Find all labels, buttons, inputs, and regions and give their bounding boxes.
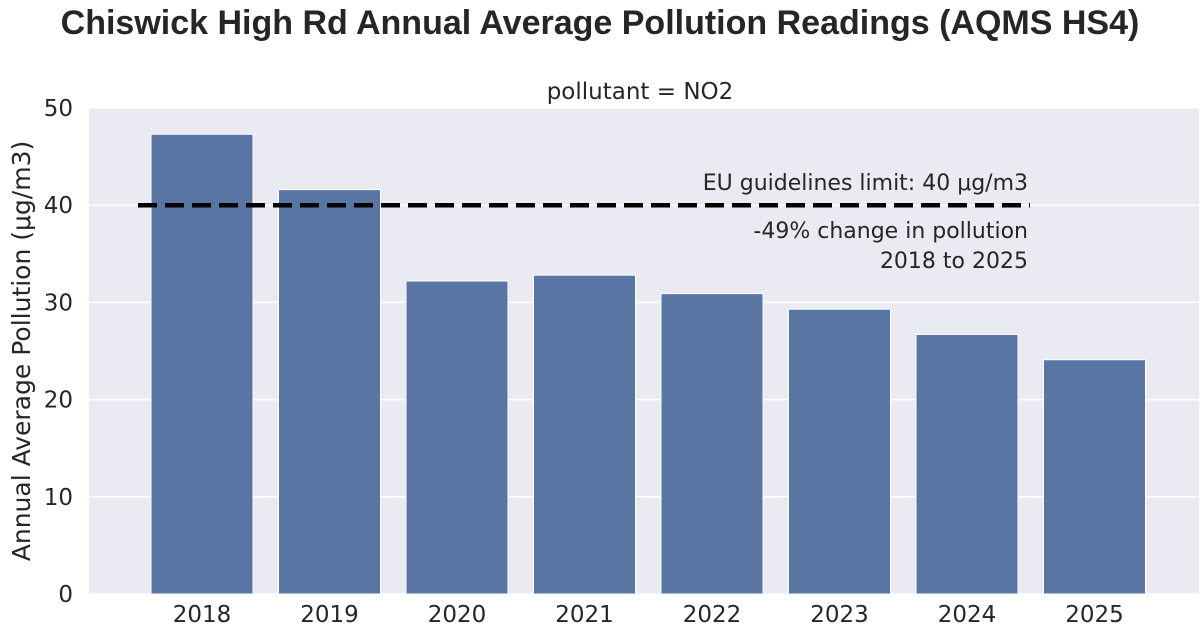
y-tick-label: 30 bbox=[44, 290, 73, 316]
x-tick-label: 2021 bbox=[555, 602, 614, 628]
x-tick-label: 2020 bbox=[428, 602, 487, 628]
x-tick-label: 2018 bbox=[173, 602, 232, 628]
bar-2022 bbox=[660, 293, 764, 595]
y-tick-label: 40 bbox=[44, 193, 73, 219]
x-tick-label: 2022 bbox=[683, 602, 742, 628]
bar-2021 bbox=[533, 274, 636, 595]
y-axis-label: Annual Average Pollution (μg/m3) bbox=[7, 141, 36, 561]
y-axis-ticks: 0 10 20 30 40 50 bbox=[44, 96, 73, 608]
y-tick-label: 10 bbox=[44, 485, 73, 511]
chart-subtitle: pollutant = NO2 bbox=[547, 79, 734, 105]
change-annotation-line-1: -49% change in pollution bbox=[753, 219, 1028, 244]
y-tick-label: 20 bbox=[44, 388, 73, 414]
bar-2024 bbox=[915, 333, 1019, 595]
x-tick-label: 2025 bbox=[1065, 602, 1124, 628]
plot-area bbox=[89, 108, 1199, 594]
x-tick-label: 2023 bbox=[810, 602, 869, 628]
bar-2023 bbox=[788, 308, 891, 595]
x-tick-label: 2019 bbox=[300, 602, 359, 628]
eu-limit-label: EU guidelines limit: 40 μg/m3 bbox=[703, 171, 1028, 196]
y-tick-label: 0 bbox=[58, 582, 73, 608]
bar-2018 bbox=[150, 133, 254, 595]
y-tick-label: 50 bbox=[44, 96, 73, 122]
chart-title: Chiswick High Rd Annual Average Pollutio… bbox=[61, 4, 1140, 42]
x-axis-ticks: 2018 2019 2020 2021 2022 2023 2024 2025 bbox=[173, 602, 1124, 628]
bar-2020 bbox=[405, 280, 509, 595]
change-annotation-line-2: 2018 to 2025 bbox=[880, 249, 1028, 274]
x-tick-label: 2024 bbox=[938, 602, 997, 628]
bar-2025 bbox=[1043, 359, 1146, 595]
bar-2019 bbox=[278, 189, 381, 595]
bars bbox=[150, 133, 1146, 595]
